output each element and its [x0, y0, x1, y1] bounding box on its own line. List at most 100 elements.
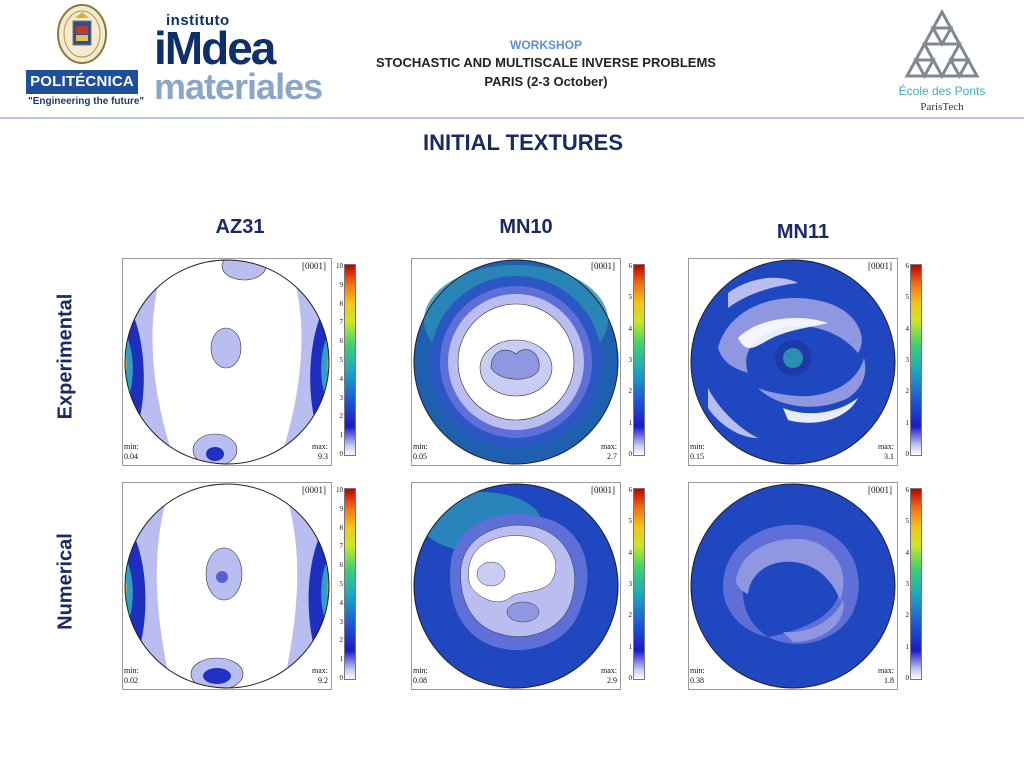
max-label: max:: [312, 442, 328, 451]
header-divider: [0, 117, 1024, 119]
color-scale-ticks: 6 5 4 3 2 1 0: [622, 486, 633, 682]
row-label-experimental: Experimental: [54, 293, 77, 420]
scale-tick-label: 3: [628, 580, 633, 588]
min-label: min:: [124, 666, 139, 675]
pole-figure-mn10-experimental: [0001] min: 0.05 max: 2.7 6 5 4 3 2 1 0: [411, 258, 645, 468]
pole-min: min: 0.04: [124, 442, 139, 462]
color-scale-bar: [344, 488, 356, 680]
scale-tick-label: 2: [905, 387, 910, 396]
pole-figure-az31-experimental: [0001] min: 0.04 max: 9.3 10 9 8 7 6 5 4 3 2 1 0: [122, 258, 356, 468]
imdea-instituto: instituto: [166, 12, 230, 29]
pole-figure-mn11-experimental: [0001] min: 0.15 max: 3.1 6 5 4 3 2 1 0: [688, 258, 922, 468]
color-scale-ticks: 10 9 8 7 6 5 4 3 2 1 0: [333, 486, 344, 682]
column-label-mn10: MN10: [499, 216, 553, 238]
scale-tick-label: 5: [628, 517, 633, 526]
color-scale-bar: [344, 264, 356, 456]
pole-min: min: 0.08: [413, 666, 428, 686]
imdea-logo: instituto iMdea materiales: [154, 12, 323, 106]
scale-tick-label: 10: [336, 486, 343, 494]
sierpinski-triangle-icon: [904, 8, 980, 80]
scale-tick-label: 5: [628, 293, 633, 302]
scale-tick-label: 0: [628, 450, 633, 458]
scale-tick-label: 9: [339, 504, 344, 513]
pole-figure-plot: [124, 259, 330, 465]
scale-tick-label: 2: [339, 636, 344, 645]
row-label-numerical: Numerical: [54, 533, 77, 630]
pole-figure-mn10-numerical: [0001] min: 0.08 max: 2.9 6 5 4 3 2 1 0: [411, 482, 645, 692]
scale-tick-label: 1: [905, 642, 910, 651]
scale-tick-label: 4: [339, 598, 344, 607]
pole-max: max: 3.1: [878, 442, 894, 462]
max-value: 2.7: [607, 452, 617, 461]
color-scale-bar: [910, 264, 922, 456]
pole-figure-plot: [124, 483, 330, 689]
scale-tick-label: 5: [905, 293, 910, 302]
pole-figure-plot: [690, 483, 896, 689]
scale-tick-label: 6: [905, 486, 910, 494]
pole-index: [0001]: [591, 485, 615, 495]
upm-logo: POLITÉCNICA "Engineering the future": [26, 4, 144, 108]
pole-min: min: 0.15: [690, 442, 705, 462]
scale-tick-label: 5: [339, 356, 344, 364]
workshop-location: PARIS (2-3 October): [484, 74, 608, 89]
pole-max: max: 1.8: [878, 666, 894, 686]
scale-tick-label: 0: [339, 674, 344, 682]
pole-index: [0001]: [591, 261, 615, 271]
scale-tick-label: 4: [905, 324, 910, 333]
scale-tick-label: 1: [905, 418, 910, 427]
max-label: max:: [312, 666, 328, 675]
pole-max: max: 9.3: [312, 442, 328, 462]
upm-name: POLITÉCNICA: [26, 70, 138, 94]
ecole-name: École des Ponts: [898, 84, 986, 98]
scale-tick-label: 6: [339, 337, 344, 346]
min-label: min:: [413, 442, 428, 451]
pole-max: max: 9.2: [312, 666, 328, 686]
max-value: 9.2: [318, 676, 328, 685]
workshop-title: WORKSHOP: [510, 38, 582, 52]
scale-tick-label: 1: [628, 418, 633, 427]
scale-tick-label: 4: [628, 548, 633, 557]
scale-tick-label: 2: [628, 611, 633, 620]
color-scale-ticks: 10 9 8 7 6 5 4 3 2 1 0: [333, 262, 344, 458]
upm-crest-icon: [57, 4, 107, 64]
pole-index: [0001]: [302, 485, 326, 495]
min-value: 0.08: [413, 676, 427, 685]
scale-tick-label: 2: [339, 412, 344, 421]
scale-tick-label: 3: [339, 393, 344, 402]
scale-tick-label: 3: [339, 617, 344, 626]
max-label: max:: [601, 442, 617, 451]
scale-tick-label: 9: [339, 280, 344, 289]
min-value: 0.38: [690, 676, 704, 685]
column-label-az31: AZ31: [215, 216, 265, 238]
scale-tick-label: 7: [339, 542, 344, 551]
scale-tick-label: 7: [339, 318, 344, 327]
scale-tick-label: 5: [339, 580, 344, 588]
pole-index: [0001]: [868, 261, 892, 271]
scale-tick-label: 3: [628, 356, 633, 364]
pole-figure-plot: [413, 259, 619, 465]
pole-index: [0001]: [302, 261, 326, 271]
upm-tagline: "Engineering the future": [28, 96, 145, 107]
scale-tick-label: 4: [628, 324, 633, 333]
max-label: max:: [878, 666, 894, 675]
scale-tick-label: 2: [628, 387, 633, 396]
scale-tick-label: 10: [336, 262, 343, 270]
min-value: 0.15: [690, 452, 704, 461]
scale-tick-label: 3: [905, 356, 910, 364]
pole-max: max: 2.7: [601, 442, 617, 462]
min-value: 0.02: [124, 676, 138, 685]
scale-tick-label: 0: [905, 450, 910, 458]
pole-figure-plot: [690, 259, 896, 465]
pole-min: min: 0.38: [690, 666, 705, 686]
color-scale-ticks: 6 5 4 3 2 1 0: [622, 262, 633, 458]
scale-tick-label: 6: [339, 561, 344, 570]
color-scale-bar: [633, 264, 645, 456]
max-value: 3.1: [884, 452, 894, 461]
scale-tick-label: 0: [905, 674, 910, 682]
scale-tick-label: 3: [905, 580, 910, 588]
column-label-mn11: MN11: [776, 221, 830, 243]
workshop-info: WORKSHOP STOCHASTIC AND MULTISCALE INVER…: [330, 37, 762, 91]
max-label: max:: [878, 442, 894, 451]
scale-tick-label: 6: [628, 262, 633, 270]
pole-figure-az31-numerical: [0001] min: 0.02 max: 9.2 10 9 8 7 6 5 4 3 2 1 0: [122, 482, 356, 692]
